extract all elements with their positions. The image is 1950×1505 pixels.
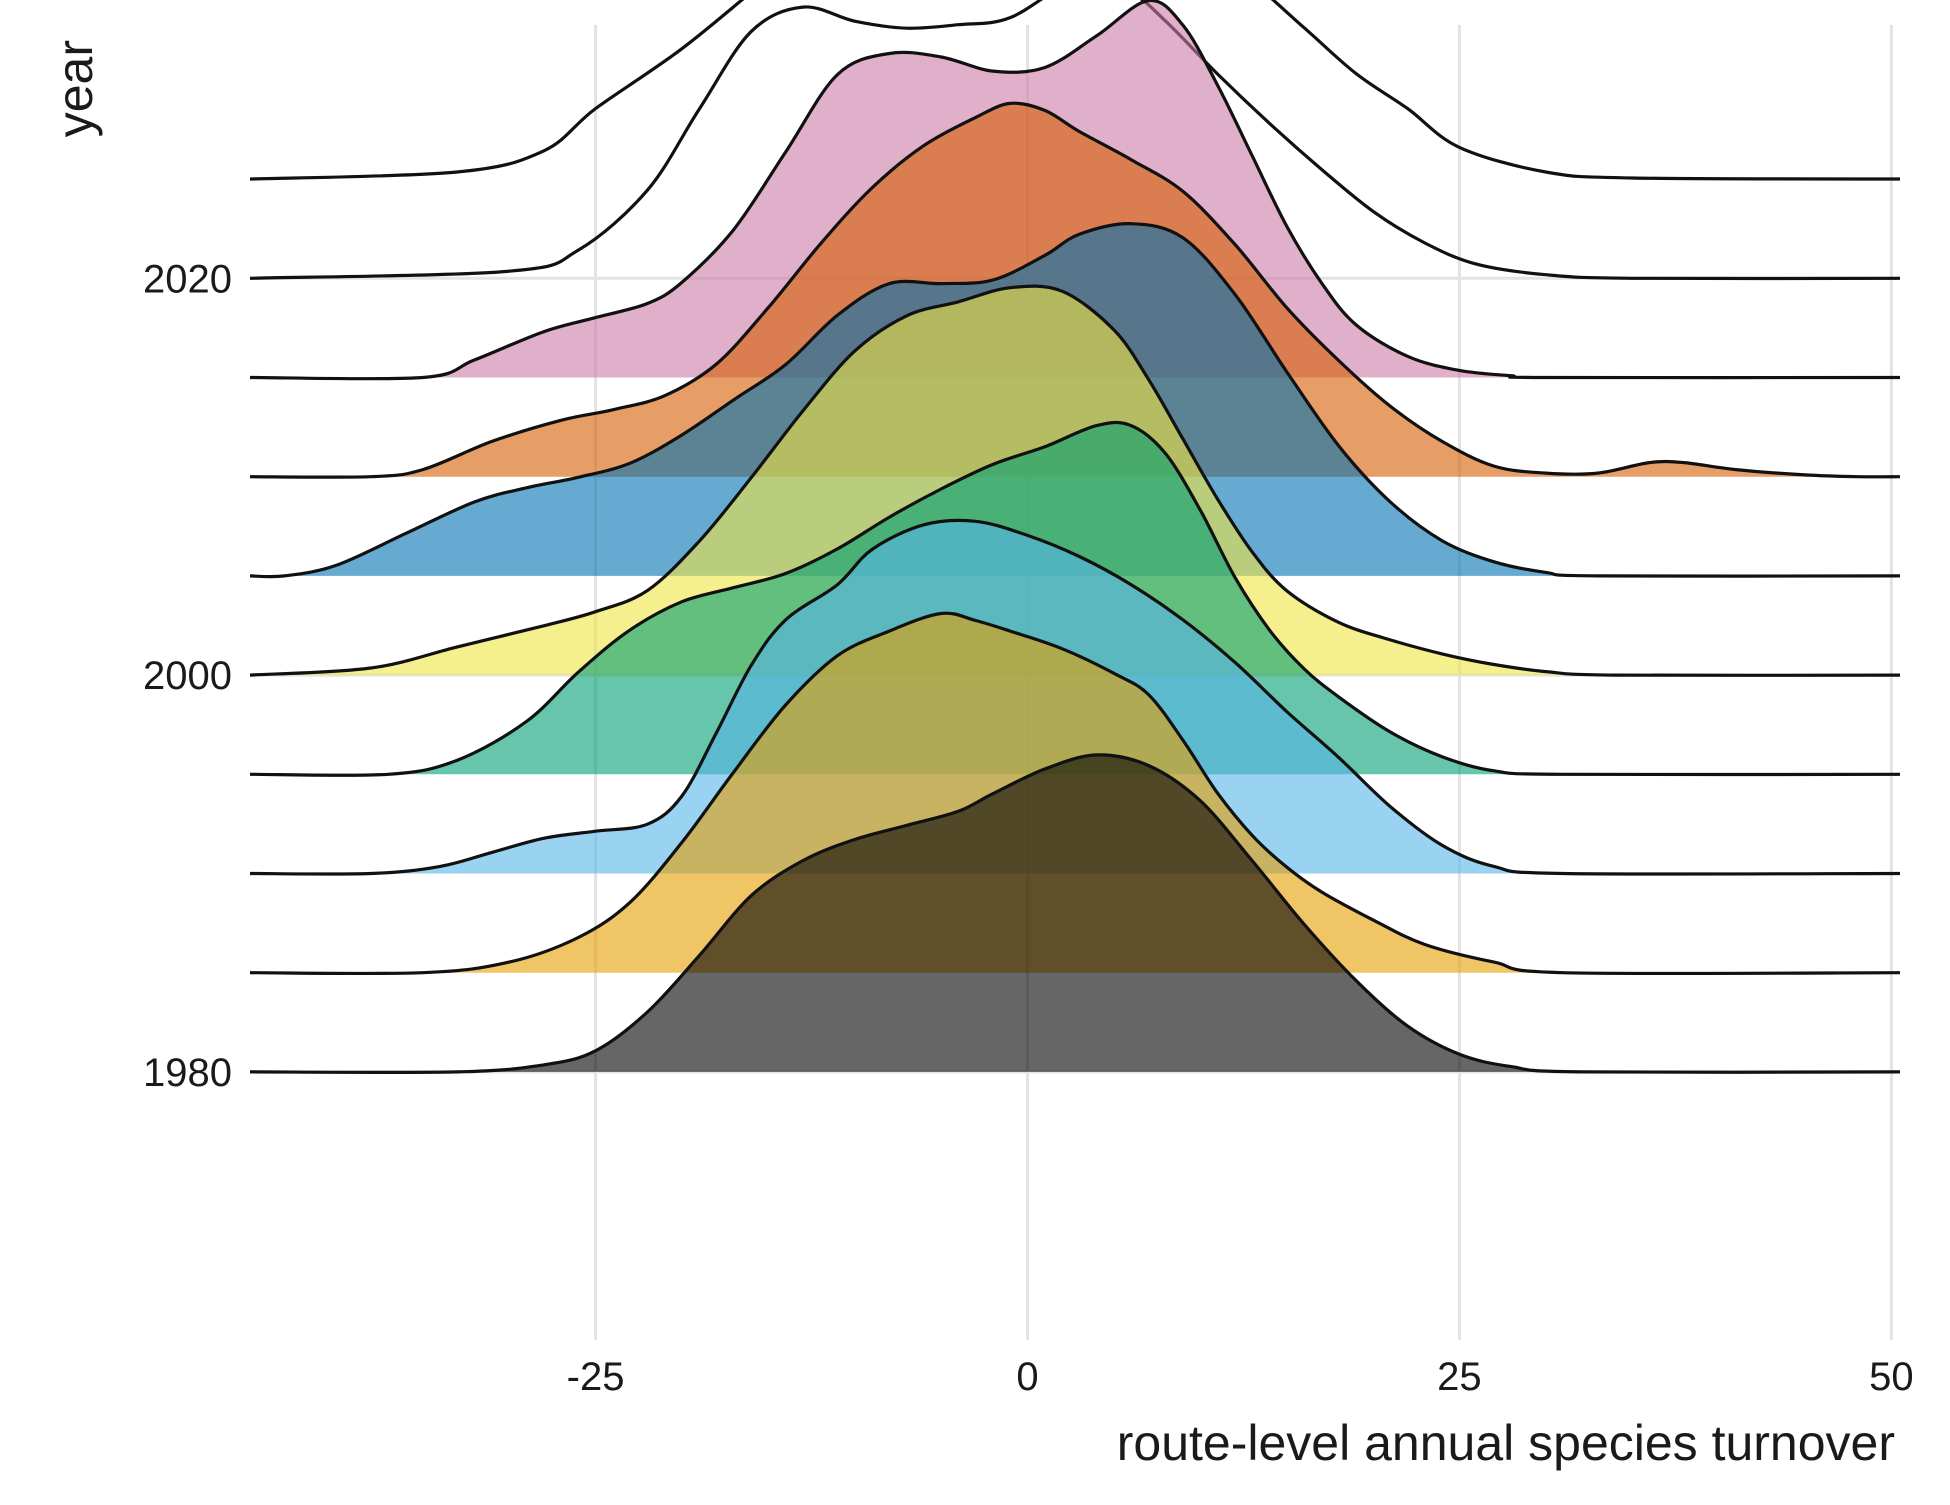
ridge-area-1980	[250, 754, 1900, 1073]
y-axis-title: year	[47, 40, 103, 137]
x-tick-label: 25	[1437, 1355, 1482, 1399]
x-tick-label: 50	[1869, 1355, 1914, 1399]
ridges	[249, 0, 1901, 1075]
x-axis-title: route-level annual species turnover	[1117, 1415, 1895, 1471]
ridge-line-2010	[249, 101, 1901, 479]
ridge-line-1995	[249, 420, 1901, 777]
ridge-line-2020	[249, 0, 1901, 281]
ridge-1980	[249, 753, 1901, 1075]
ridge-line-2000	[249, 284, 1901, 677]
ridge-line-2015	[249, 0, 1901, 381]
ridge-line-1985	[249, 611, 1901, 976]
ridge-line-2005	[249, 222, 1901, 579]
x-tick-label: -25	[567, 1355, 625, 1399]
ridge-2025	[249, 0, 1901, 181]
ridge-line-1990	[249, 518, 1901, 876]
ridge-line-1980	[249, 753, 1901, 1075]
y-tick-label: 1980	[143, 1051, 232, 1095]
axes: -25 0 25 50 1980 2000 2020	[143, 257, 1914, 1399]
y-tick-label: 2020	[143, 257, 232, 301]
ridge-2020	[249, 0, 1901, 281]
x-tick-label: 0	[1016, 1355, 1038, 1399]
ridge-line-2025	[249, 0, 1901, 181]
y-tick-label: 2000	[143, 654, 232, 698]
